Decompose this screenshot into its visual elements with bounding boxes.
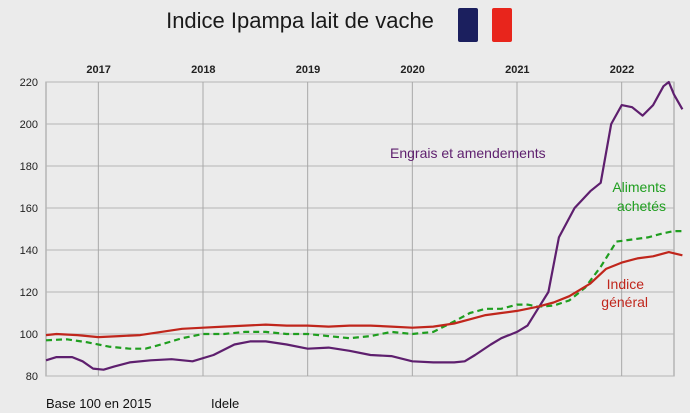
- y-tick-label: 220: [20, 77, 38, 89]
- y-tick-label: 200: [20, 119, 38, 131]
- series-annotation: Engrais et amendements: [390, 145, 546, 161]
- series-line-0: [45, 80, 684, 371]
- series-annotation: Aliments: [612, 179, 666, 195]
- y-axis-labels: 80 100 120 140 160 180 200 220: [20, 77, 38, 383]
- series-annotation: achetés: [617, 198, 666, 214]
- x-tick-label: 2021: [505, 64, 529, 76]
- base-note: Base 100 en 2015: [46, 396, 152, 411]
- x-tick-label: 2020: [400, 64, 424, 76]
- y-tick-label: 80: [26, 371, 38, 383]
- source-label: Idele: [211, 396, 240, 411]
- x-axis-labels: 2017 2018 2019 2020 2021 2022: [86, 64, 634, 76]
- x-tick-label: 2017: [86, 64, 110, 76]
- y-tick-label: 120: [20, 287, 38, 299]
- series-annotation: général: [601, 294, 648, 310]
- plot-frame: [45, 81, 675, 377]
- chart-annotations: Engrais et amendements Aliments achetés Ind…: [390, 145, 666, 310]
- flag-red-band: [492, 8, 512, 42]
- x-tick-label: 2022: [610, 64, 634, 76]
- y-tick-label: 180: [20, 161, 38, 173]
- x-tick-label: 2019: [296, 64, 320, 76]
- chart-title: Indice Ipampa lait de vache: [166, 8, 434, 33]
- y-tick-label: 160: [20, 203, 38, 215]
- series-line-2: [45, 251, 683, 339]
- chart-grid: [45, 81, 675, 377]
- series-annotation: Indice: [607, 276, 645, 292]
- y-tick-label: 100: [20, 329, 38, 341]
- series-line-1: [45, 230, 683, 350]
- flag-blue-band: [458, 8, 478, 42]
- chart-series: [45, 80, 684, 371]
- y-tick-label: 140: [20, 245, 38, 257]
- x-tick-label: 2018: [191, 64, 215, 76]
